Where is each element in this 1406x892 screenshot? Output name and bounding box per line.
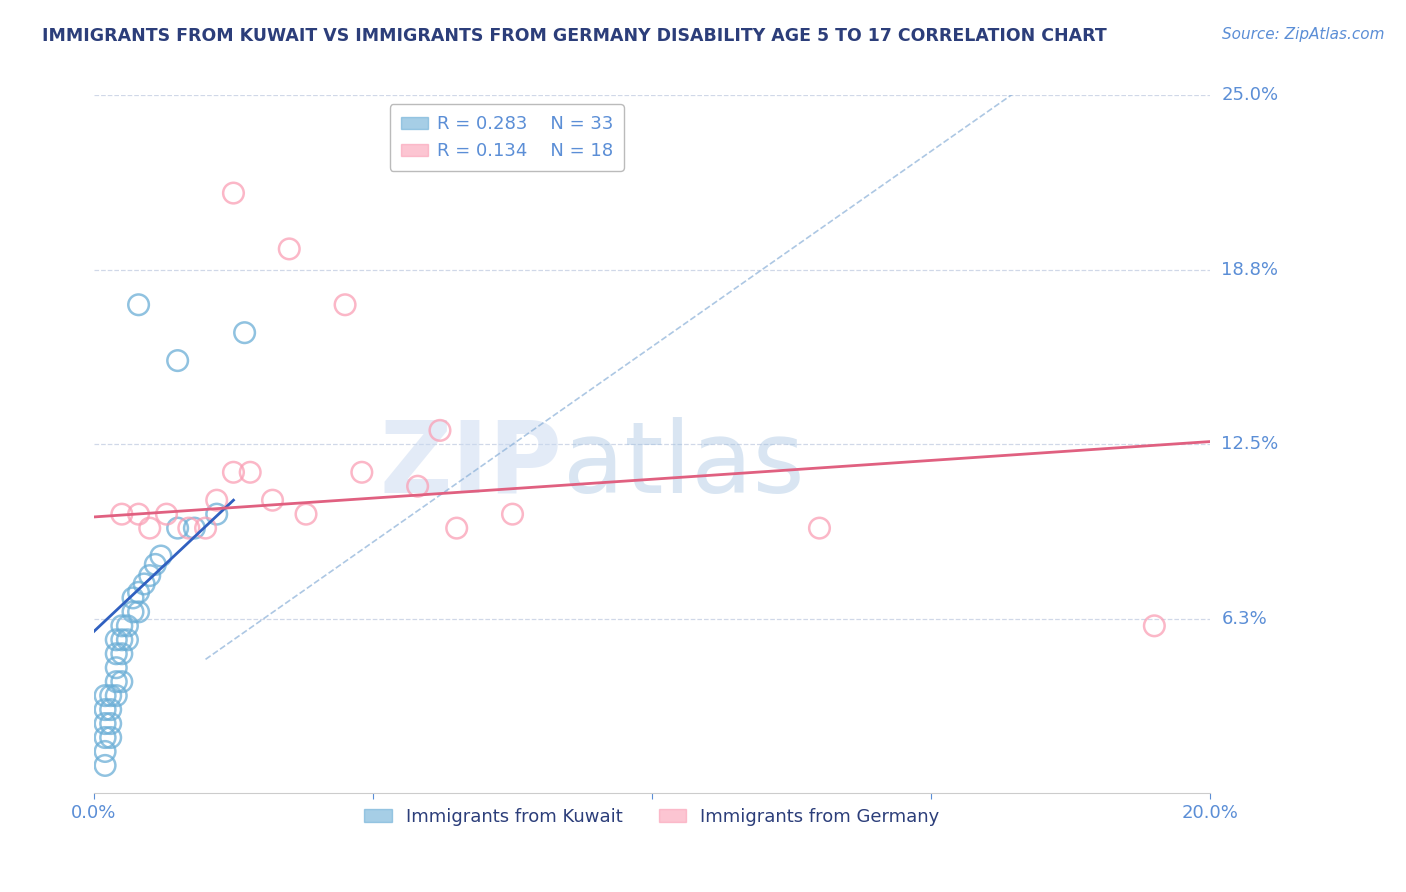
Point (222, 465, 245, 479)
Point (350, 465, 373, 479)
Point (177, 521, 200, 535)
Point (808, 521, 831, 535)
Point (111, 507, 134, 521)
Point (155, 507, 177, 521)
Text: 25.0%: 25.0% (1222, 87, 1278, 104)
Point (100, 689, 122, 703)
Point (183, 521, 205, 535)
Point (105, 647, 128, 661)
Point (502, 507, 524, 521)
Point (100, 731, 122, 745)
Point (239, 465, 262, 479)
Point (94, 716, 117, 731)
Point (111, 632, 134, 647)
Point (278, 242, 301, 256)
Point (429, 424, 451, 438)
Point (134, 577, 156, 591)
Point (105, 674, 128, 689)
Text: Source: ZipAtlas.com: Source: ZipAtlas.com (1222, 27, 1385, 42)
Point (94, 731, 117, 745)
Text: 6.3%: 6.3% (1222, 610, 1267, 628)
Point (205, 493, 228, 508)
Point (262, 493, 284, 508)
Point (295, 507, 318, 521)
Point (194, 521, 217, 535)
Point (105, 689, 128, 703)
Text: 12.5%: 12.5% (1222, 435, 1278, 453)
Point (166, 353, 188, 368)
Point (94, 689, 117, 703)
Point (406, 479, 429, 493)
Text: ZIP: ZIP (380, 417, 562, 514)
Point (100, 716, 122, 731)
Point (117, 619, 139, 633)
Point (117, 632, 139, 647)
Point (111, 619, 134, 633)
Point (94, 744, 117, 758)
Point (128, 605, 150, 619)
Point (128, 507, 150, 521)
Point (128, 298, 150, 312)
Legend: Immigrants from Kuwait, Immigrants from Germany: Immigrants from Kuwait, Immigrants from … (357, 801, 946, 833)
Point (166, 521, 188, 535)
Point (149, 549, 172, 563)
Text: IMMIGRANTS FROM KUWAIT VS IMMIGRANTS FROM GERMANY DISABILITY AGE 5 TO 17 CORRELA: IMMIGRANTS FROM KUWAIT VS IMMIGRANTS FRO… (42, 27, 1107, 45)
Point (105, 632, 128, 647)
Point (139, 568, 162, 582)
Point (139, 521, 162, 535)
Point (446, 521, 468, 535)
Point (143, 558, 166, 572)
Point (122, 605, 145, 619)
Point (94, 758, 117, 772)
Point (100, 703, 122, 717)
Point (1143, 619, 1166, 633)
Point (122, 591, 145, 605)
Point (333, 298, 356, 312)
Text: 18.8%: 18.8% (1222, 260, 1278, 279)
Point (205, 507, 228, 521)
Point (222, 186, 245, 200)
Text: atlas: atlas (562, 417, 804, 514)
Point (233, 326, 256, 340)
Point (128, 585, 150, 599)
Point (105, 661, 128, 675)
Point (94, 703, 117, 717)
Point (111, 647, 134, 661)
Point (111, 674, 134, 689)
